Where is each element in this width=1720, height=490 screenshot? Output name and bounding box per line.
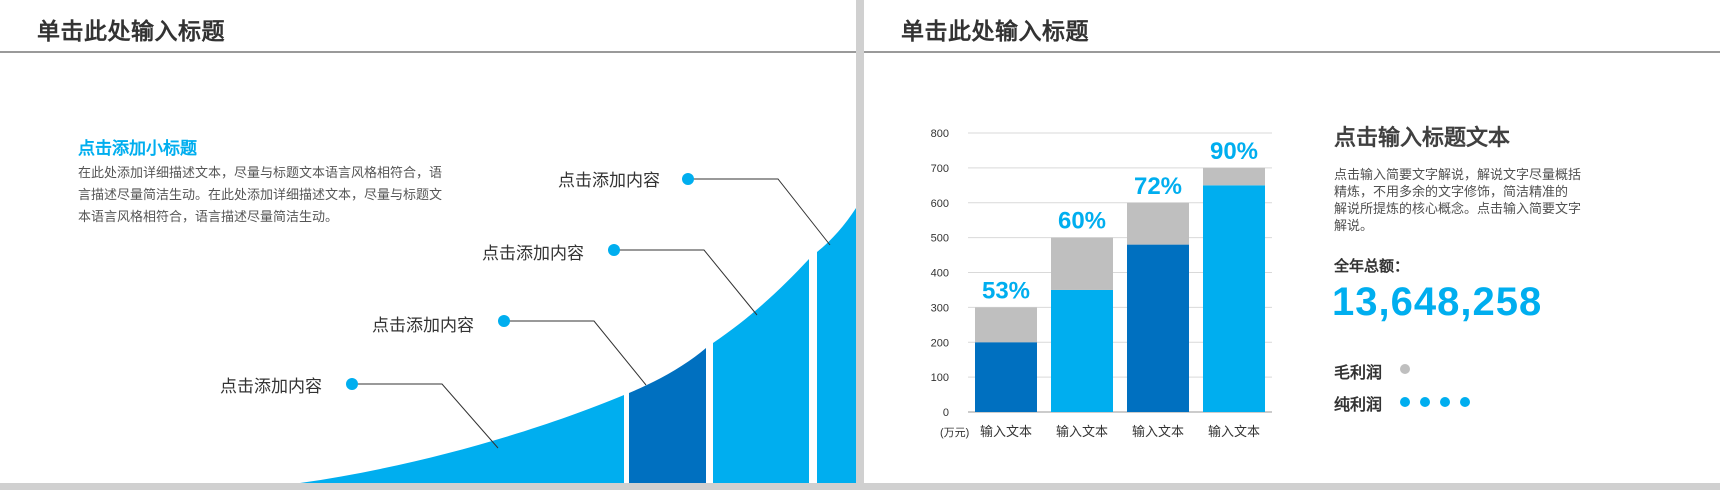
- left-title-divider: [0, 51, 856, 53]
- curve-segment-3: [713, 259, 809, 483]
- curve-segment-2: [629, 348, 706, 483]
- legend-dot: [1400, 364, 1410, 374]
- callout-label-2[interactable]: 点击添加内容: [372, 316, 474, 335]
- leader-line-3: [614, 249, 758, 316]
- bar-primary: [1203, 185, 1265, 412]
- callout-dot-1: [346, 378, 358, 390]
- leader-line-4: [688, 178, 831, 246]
- bar-primary: [1051, 289, 1113, 412]
- total-value[interactable]: 13,648,258: [1332, 280, 1543, 324]
- y-tick-label: 500: [931, 233, 949, 245]
- stacked-bar-chart: 0 100 200 300 400 500 600 700 800 (万元) 53% 输入文本 60% 输…: [931, 128, 1272, 439]
- left-description[interactable]: 在此处添加详细描述文本，尽量与标题文本语言风格相符合，语言描述尽量简洁生动。在此…: [78, 165, 443, 224]
- panel-title[interactable]: 点击输入标题文本: [1334, 125, 1511, 150]
- left-slide: 单击此处输入标题 点击添加小标题 在此处添加详细描述文本，尽量与标题文本语言风格…: [0, 0, 856, 483]
- bar-secondary: [1127, 202, 1189, 245]
- legend-label-net: 纯利润: [1334, 397, 1383, 414]
- right-slide-title[interactable]: 单击此处输入标题: [901, 18, 1089, 44]
- bar-secondary: [975, 307, 1037, 343]
- total-label: 全年总额：: [1334, 258, 1410, 275]
- y-tick-label: 400: [931, 268, 949, 280]
- right-title-divider: [864, 51, 1720, 53]
- y-tick-label: 0: [943, 407, 949, 419]
- left-slide-title[interactable]: 单击此处输入标题: [37, 18, 225, 44]
- bar-primary: [1127, 244, 1189, 412]
- callout-label-4[interactable]: 点击添加内容: [558, 171, 660, 190]
- legend-label-gross: 毛利润: [1334, 365, 1383, 382]
- y-tick-label: 600: [931, 198, 949, 210]
- panel-description[interactable]: 点击输入简要文字解说，解说文字尽量概括精炼，不用多余的文字修饰，简洁精准的 解说…: [1334, 167, 1582, 233]
- callout-label-1[interactable]: 点击添加内容: [220, 377, 322, 396]
- callout-dot-4: [682, 173, 694, 185]
- category-label: 输入文本: [1208, 424, 1260, 439]
- curve-segment-1: [300, 395, 624, 483]
- y-tick-label: 800: [931, 128, 949, 140]
- data-label: 90%: [1210, 138, 1258, 165]
- callout-dot-2: [498, 315, 510, 327]
- legend-dot: [1460, 397, 1470, 407]
- bar-secondary: [1203, 167, 1265, 186]
- y-unit-label: (万元): [940, 427, 969, 439]
- leader-line-1: [351, 383, 499, 449]
- left-subtitle[interactable]: 点击添加小标题: [78, 139, 197, 158]
- data-label: 60%: [1058, 208, 1106, 235]
- legend-dot: [1420, 397, 1430, 407]
- data-label: 72%: [1134, 173, 1182, 200]
- category-label: 输入文本: [1056, 424, 1108, 439]
- category-label: 输入文本: [980, 424, 1032, 439]
- bar-primary: [975, 342, 1037, 412]
- legend-dot: [1440, 397, 1450, 407]
- growth-curve-graphic: [300, 173, 856, 483]
- category-label: 输入文本: [1132, 424, 1184, 439]
- legend-dot: [1400, 397, 1410, 407]
- leader-line-2: [504, 320, 647, 386]
- y-tick-label: 100: [931, 372, 949, 384]
- bar-secondary: [1051, 237, 1113, 290]
- curve-segment-4: [817, 208, 856, 483]
- y-tick-label: 200: [931, 337, 949, 349]
- right-slide: 单击此处输入标题 0 100 200 300 400 500 600 700 800 (万元) 53…: [864, 0, 1720, 483]
- callout-label-3[interactable]: 点击添加内容: [482, 244, 584, 263]
- y-tick-label: 700: [931, 163, 949, 175]
- callout-dot-3: [608, 244, 620, 256]
- data-label: 53%: [982, 277, 1030, 304]
- y-tick-label: 300: [931, 302, 949, 314]
